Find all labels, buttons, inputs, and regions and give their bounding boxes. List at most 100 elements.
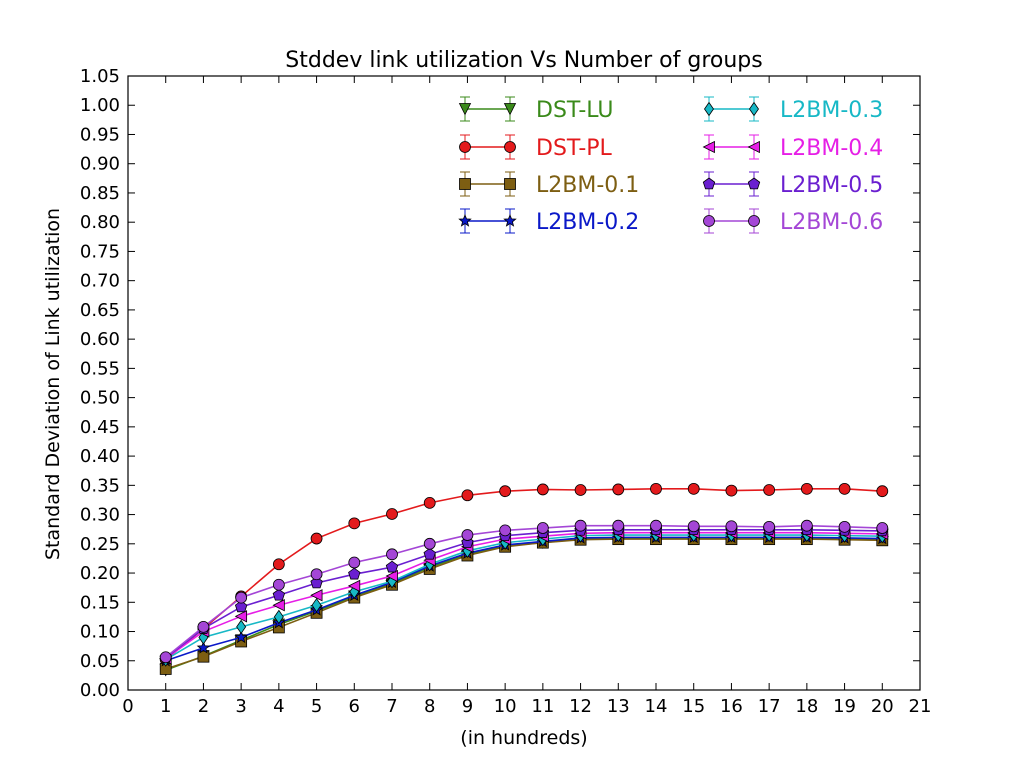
x-tick-label: 12 <box>569 696 592 717</box>
legend-marker <box>459 141 471 153</box>
data-point <box>612 483 625 496</box>
legend-marker <box>504 178 516 190</box>
y-tick-label: 0.15 <box>80 592 120 613</box>
y-tick-label: 0.55 <box>80 358 120 379</box>
legend-item: L2BM-0.2 <box>458 208 639 235</box>
data-point <box>234 600 248 613</box>
plot-area: 0 1 2 3 4 5 6 7 8 9 10 11 12 13 14 15 16 17 18 19 20 210.000.… <box>80 66 932 717</box>
legend-label: L2BM-0.3 <box>780 98 883 123</box>
x-tick-label: 5 <box>311 696 322 717</box>
series-dst-lu <box>159 532 889 677</box>
legend-label: L2BM-0.5 <box>780 173 883 198</box>
data-point <box>234 630 248 644</box>
data-point <box>196 640 211 654</box>
data-point <box>574 519 587 532</box>
data-point <box>273 609 284 625</box>
legend-item: DST-PL <box>459 134 613 161</box>
y-axis-label: Standard Deviation of Link utilization <box>42 208 64 560</box>
x-tick-label: 21 <box>909 696 932 717</box>
data-point <box>311 598 322 613</box>
y-tick-label: 0.85 <box>80 183 120 204</box>
x-tick-label: 15 <box>682 696 705 717</box>
legend-label: L2BM-0.4 <box>780 136 883 161</box>
legend-item: L2BM-0.1 <box>459 171 639 198</box>
y-tick-label: 0.05 <box>80 651 120 672</box>
data-point <box>763 484 776 496</box>
data-point <box>235 591 248 604</box>
data-point <box>310 576 323 589</box>
data-point <box>725 520 738 533</box>
y-tick-label: 0.70 <box>80 271 120 292</box>
y-tick-label: 0.00 <box>80 680 120 701</box>
data-point <box>612 519 625 532</box>
legend-item: L2BM-0.3 <box>704 96 883 123</box>
series-line <box>165 488 883 661</box>
y-tick-label: 0.50 <box>80 388 120 409</box>
legend-label: L2BM-0.6 <box>780 210 883 235</box>
series-line <box>165 538 883 670</box>
x-tick-label: 13 <box>607 696 630 717</box>
data-point <box>499 524 512 537</box>
legend-item: DST-LU <box>458 96 614 123</box>
x-tick-label: 17 <box>758 696 781 717</box>
y-tick-label: 0.10 <box>80 622 120 643</box>
series-line <box>165 534 883 661</box>
x-tick-label: 2 <box>198 696 209 717</box>
data-point <box>423 547 436 560</box>
y-tick-label: 0.25 <box>80 534 120 555</box>
legend-item: L2BM-0.6 <box>703 208 883 235</box>
data-point <box>272 588 286 601</box>
series-l2bm-0-1 <box>159 533 889 675</box>
y-tick-label: 0.45 <box>80 417 120 438</box>
x-tick-label: 16 <box>720 696 743 717</box>
data-point <box>499 485 512 498</box>
x-tick-label: 20 <box>871 696 894 717</box>
legend-marker <box>459 178 471 190</box>
data-point <box>876 485 889 498</box>
x-tick-label: 7 <box>386 696 397 717</box>
data-point <box>234 610 248 623</box>
data-point <box>348 556 361 569</box>
legend-marker <box>503 103 517 116</box>
data-point <box>385 560 399 573</box>
data-point <box>197 650 210 663</box>
y-tick-label: 0.30 <box>80 505 120 526</box>
data-point <box>159 651 172 664</box>
x-tick-label: 14 <box>645 696 668 717</box>
data-point <box>763 520 776 533</box>
legend-marker <box>458 213 472 227</box>
y-tick-label: 0.95 <box>80 124 120 145</box>
legend: DST-LU DST-PL L2BM-0.1 L2BM-0.2 L2BM-0.3 L2BM… <box>458 96 883 235</box>
legend-label: L2BM-0.2 <box>536 210 639 235</box>
data-point <box>197 620 210 633</box>
legend-marker <box>702 140 715 154</box>
data-point <box>272 578 285 591</box>
data-point <box>536 522 549 534</box>
data-point <box>310 532 323 545</box>
y-tick-label: 0.60 <box>80 329 120 350</box>
series-line <box>165 536 883 662</box>
data-point <box>461 489 474 502</box>
legend-marker <box>704 101 714 117</box>
series-l2bm-0-6 <box>159 519 889 664</box>
x-tick-label: 8 <box>424 696 435 717</box>
x-tick-label: 11 <box>531 696 554 717</box>
data-point <box>536 483 549 496</box>
legend-marker <box>749 101 759 117</box>
x-axis-label: (in hundreds) <box>460 727 587 749</box>
legend-marker <box>747 140 760 154</box>
data-point <box>800 519 813 532</box>
x-tick-label: 18 <box>795 696 818 717</box>
legend-marker <box>747 177 761 190</box>
x-tick-label: 0 <box>122 696 133 717</box>
data-point <box>650 482 662 495</box>
data-point <box>423 537 436 550</box>
data-point <box>725 484 738 497</box>
legend-item: L2BM-0.5 <box>702 171 883 198</box>
data-point <box>385 569 398 583</box>
legend-marker <box>503 213 517 227</box>
data-point <box>461 529 474 541</box>
y-tick-label: 1.00 <box>80 95 120 116</box>
data-point <box>272 599 285 612</box>
